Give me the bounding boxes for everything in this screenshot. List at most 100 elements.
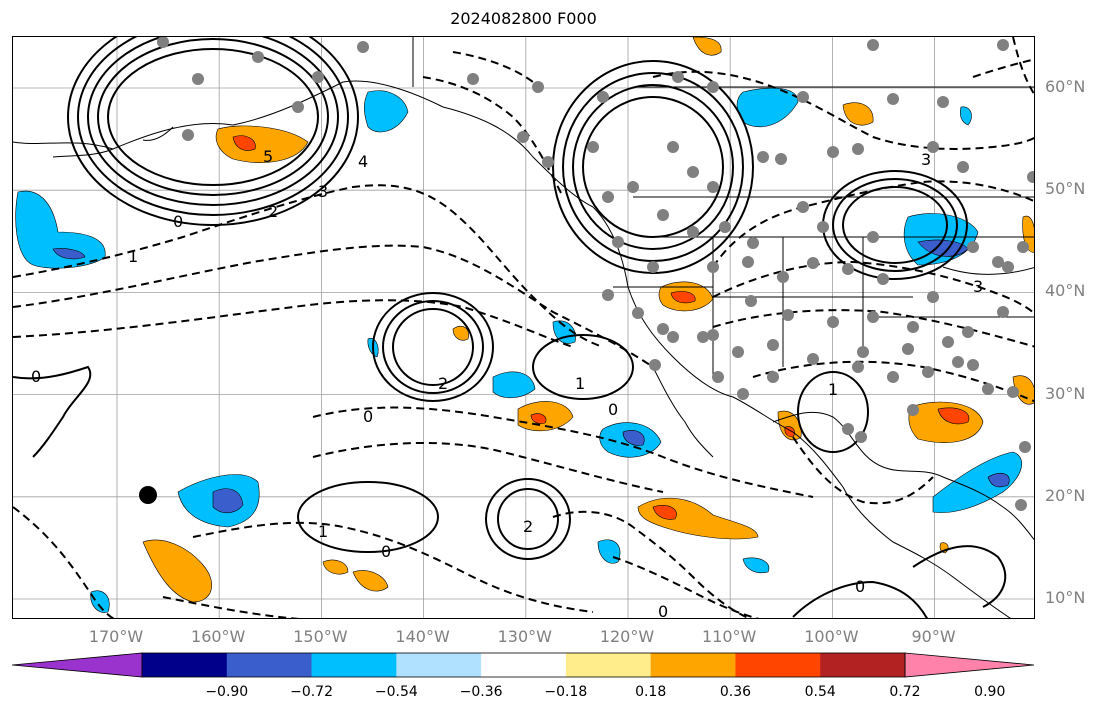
longitude-label: 130°W <box>497 627 552 646</box>
longitude-label: 150°W <box>293 627 348 646</box>
anomaly-patch <box>530 413 547 424</box>
station-marker <box>967 241 979 253</box>
station-marker <box>252 51 264 63</box>
station-marker <box>982 383 994 395</box>
contour-label: 1 <box>575 374 585 393</box>
station-marker <box>777 271 789 283</box>
station-marker <box>707 329 719 341</box>
station-marker <box>807 353 819 365</box>
station-marker <box>732 346 744 358</box>
station-marker <box>1027 171 1034 183</box>
colorbar-tick-label: 0.90 <box>974 684 1006 700</box>
station-marker <box>852 143 864 155</box>
colorbar-high-extend <box>904 652 1035 678</box>
longitude-label: 120°W <box>599 627 655 646</box>
station-marker <box>967 359 979 371</box>
station-marker <box>807 257 819 269</box>
colorbar-segment <box>226 653 313 677</box>
station-marker <box>817 221 829 233</box>
station-marker <box>842 263 854 275</box>
longitude-label: 160°W <box>191 627 246 646</box>
station-marker <box>952 356 964 368</box>
latitude-label: 10°N <box>1045 588 1086 607</box>
contour-label: 0 <box>381 542 391 561</box>
colorbar-segment <box>396 653 482 677</box>
anomaly-patch <box>322 559 349 575</box>
latitude-label: 40°N <box>1045 281 1086 301</box>
station-marker <box>687 226 699 238</box>
station-marker <box>657 209 669 221</box>
station-marker <box>707 81 719 93</box>
station-marker <box>842 423 854 435</box>
station-marker <box>312 71 324 83</box>
anomaly-patch <box>987 473 1010 488</box>
anomaly-patch <box>736 87 799 128</box>
station-marker <box>707 261 719 273</box>
station-marker <box>719 221 731 233</box>
station-marker <box>597 91 609 103</box>
longitude-label: 100°W <box>804 627 859 646</box>
contour-label: 1 <box>828 380 838 399</box>
station-marker <box>855 431 867 443</box>
anomaly-patch <box>52 248 86 260</box>
station-marker <box>627 181 639 193</box>
anomaly-patch <box>637 497 759 540</box>
contour-label: 0 <box>31 367 41 386</box>
colorbar-tick-label: 0.18 <box>635 684 667 700</box>
anomaly-patch <box>517 401 574 432</box>
station-marker <box>1002 261 1014 273</box>
station-marker <box>667 331 679 343</box>
anomaly-patch <box>15 190 106 269</box>
station-marker <box>632 307 644 319</box>
colorbar-tick-label: −0.36 <box>459 684 503 700</box>
station-marker <box>647 261 659 273</box>
station-marker <box>827 316 839 328</box>
colorbar-segment <box>481 653 567 677</box>
contour-label: 1 <box>128 247 138 266</box>
station-marker <box>1017 241 1029 253</box>
station-marker <box>667 141 679 153</box>
colorbar-tick-label: 0.72 <box>889 684 921 700</box>
station-marker <box>357 41 369 53</box>
anomaly-patch <box>742 557 770 574</box>
station-marker <box>1019 441 1031 453</box>
station-marker <box>737 388 749 400</box>
longitude-label: 110°W <box>702 627 757 646</box>
station-marker <box>907 321 919 333</box>
longitude-label: 170°W <box>88 627 144 646</box>
anomaly-patch <box>842 102 874 126</box>
station-marker <box>157 37 169 48</box>
colorbar-tick-label: −0.54 <box>374 684 418 700</box>
station-marker <box>687 166 699 178</box>
station-marker <box>1015 499 1027 511</box>
station-marker <box>857 346 869 358</box>
map-canvas: 0 1 0 0 1 1 2 2 1 0 5 3 2 4 3 3 0 0 0 <box>13 37 1034 618</box>
station-marker <box>962 326 974 338</box>
station-marker <box>907 404 919 416</box>
contour-label: 0 <box>855 577 865 596</box>
station-marker <box>182 129 194 141</box>
contour-label: 2 <box>268 202 278 221</box>
station-marker <box>542 156 554 168</box>
latitude-label: 20°N <box>1045 485 1086 505</box>
station-marker <box>867 311 879 323</box>
station-marker <box>942 336 954 348</box>
station-marker <box>852 361 864 373</box>
station-marker <box>292 101 304 113</box>
anomaly-patch <box>670 291 696 304</box>
map-panel: 0 1 0 0 1 1 2 2 1 0 5 3 2 4 3 3 0 0 0 <box>12 36 1035 619</box>
station-marker <box>867 231 879 243</box>
colorbar <box>12 652 1035 678</box>
station-marker <box>877 273 889 285</box>
anomaly-patch <box>142 539 212 603</box>
station-marker <box>602 191 614 203</box>
contour-label: 5 <box>263 147 273 166</box>
station-marker <box>937 96 949 108</box>
station-marker <box>532 81 544 93</box>
station-marker <box>707 181 719 193</box>
anomaly-patch <box>597 539 621 564</box>
colorbar-tick-label: 0.54 <box>804 684 836 700</box>
colorbar-tick-label: 0.36 <box>719 684 752 700</box>
contour-label: 1 <box>318 522 328 541</box>
colorbar-segment <box>820 653 906 677</box>
